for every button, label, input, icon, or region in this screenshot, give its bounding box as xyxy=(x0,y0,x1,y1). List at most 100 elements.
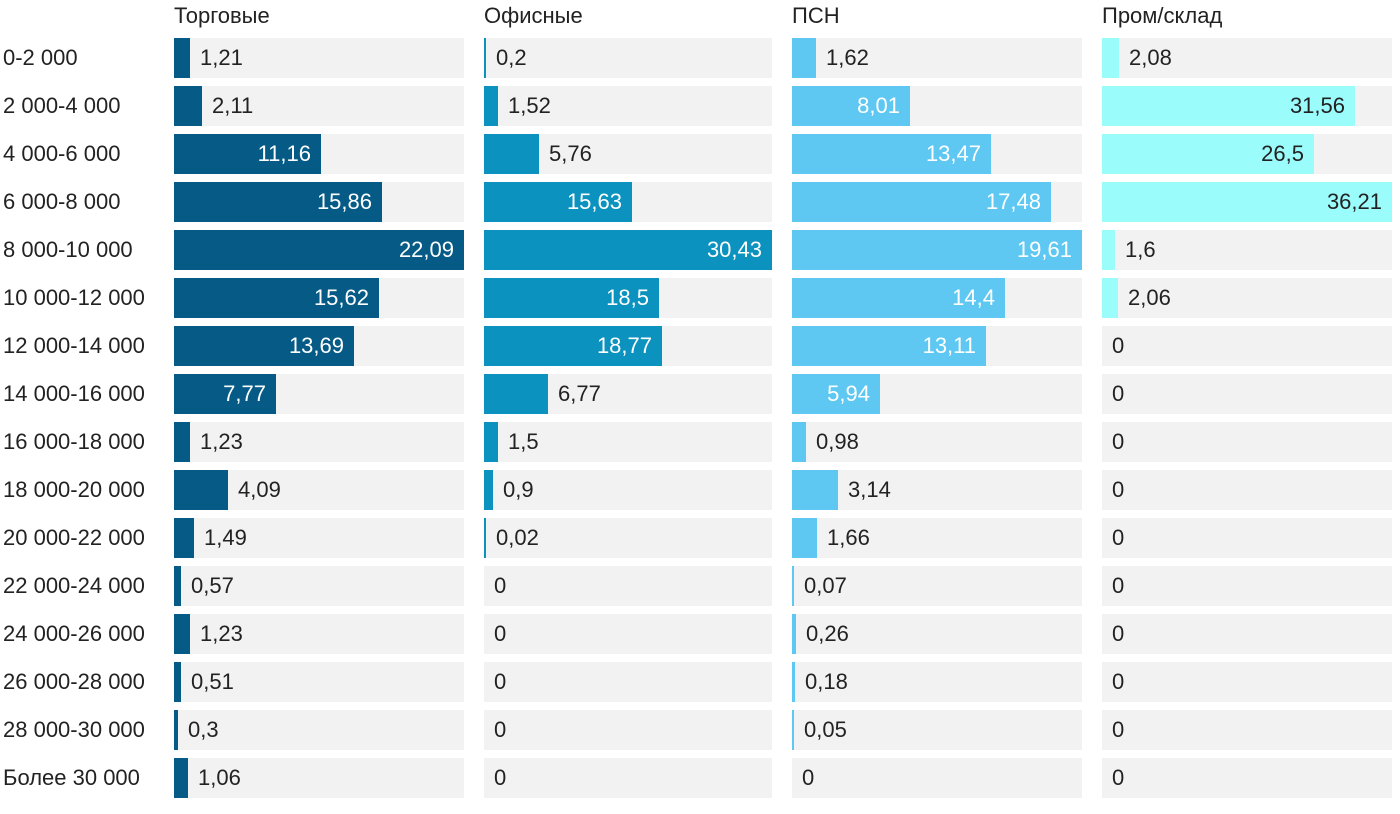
category-label: 18 000-20 000 xyxy=(3,477,145,502)
bar-track xyxy=(484,422,772,462)
bar-track xyxy=(1102,374,1392,414)
data-label: 5,94 xyxy=(827,381,870,406)
data-label: 1,21 xyxy=(200,45,243,70)
bar-track xyxy=(792,470,1082,510)
bar xyxy=(484,230,772,270)
bar-track xyxy=(484,566,772,606)
bar xyxy=(1102,278,1118,318)
bar-track xyxy=(1102,758,1392,798)
bar xyxy=(174,374,276,414)
bar xyxy=(1102,182,1392,222)
bar-track xyxy=(1102,566,1392,606)
bar-track xyxy=(1102,710,1392,750)
data-label: 18,77 xyxy=(596,333,652,358)
data-label: 0 xyxy=(1112,477,1125,502)
data-label: 6,77 xyxy=(558,381,601,406)
bar-track xyxy=(1102,38,1392,78)
data-label: 0 xyxy=(1112,717,1125,742)
data-label: 0 xyxy=(802,765,815,790)
data-label: 3,14 xyxy=(848,477,891,502)
data-label: 0 xyxy=(1112,333,1125,358)
bar-track xyxy=(174,710,464,750)
category-label: 4 000-6 000 xyxy=(3,141,121,166)
bar xyxy=(792,374,880,414)
bar xyxy=(792,182,1051,222)
data-label: 0,05 xyxy=(804,717,847,742)
data-label: 8,01 xyxy=(857,93,900,118)
data-label: 7,77 xyxy=(223,381,266,406)
bar-track xyxy=(174,518,464,558)
bar xyxy=(792,86,910,126)
bar xyxy=(484,326,662,366)
bar-track xyxy=(174,758,464,798)
bar xyxy=(174,278,379,318)
data-label: 0 xyxy=(1112,669,1125,694)
bar-track xyxy=(484,470,772,510)
data-label: 0,26 xyxy=(806,621,849,646)
data-label: 11,16 xyxy=(257,141,311,166)
data-label: 0,51 xyxy=(191,669,234,694)
bar xyxy=(792,326,986,366)
bar xyxy=(1102,38,1119,78)
bar-track xyxy=(1102,518,1392,558)
bar-track xyxy=(1102,422,1392,462)
data-label: 0,07 xyxy=(804,573,847,598)
category-label: 6 000-8 000 xyxy=(3,189,121,214)
bar xyxy=(792,134,991,174)
bar xyxy=(1102,230,1115,270)
bar xyxy=(484,86,498,126)
bar xyxy=(484,518,486,558)
bar xyxy=(792,38,816,78)
category-label: 14 000-16 000 xyxy=(3,381,145,406)
data-label: 0,9 xyxy=(503,477,534,502)
data-label: 1,62 xyxy=(826,45,869,70)
category-label: 0-2 000 xyxy=(3,45,78,70)
data-label: 14,4 xyxy=(952,285,995,310)
bar xyxy=(484,38,486,78)
bar-track xyxy=(174,422,464,462)
bar-track xyxy=(484,662,772,702)
data-label: 1,23 xyxy=(200,429,243,454)
bar-track xyxy=(1102,614,1392,654)
category-label: 12 000-14 000 xyxy=(3,333,145,358)
data-label: 0 xyxy=(494,621,507,646)
bar xyxy=(174,230,464,270)
category-label: 2 000-4 000 xyxy=(3,93,121,118)
bar-track xyxy=(174,566,464,606)
panel-title: Пром/склад xyxy=(1102,3,1223,28)
data-label: 18,5 xyxy=(606,285,649,310)
data-label: 0 xyxy=(494,573,507,598)
data-label: 19,61 xyxy=(1016,237,1072,262)
data-label: 0,02 xyxy=(496,525,539,550)
data-label: 0 xyxy=(1112,765,1125,790)
bar xyxy=(484,134,539,174)
bar xyxy=(174,470,228,510)
bar-track xyxy=(174,662,464,702)
bar-track xyxy=(1102,278,1392,318)
data-label: 0,18 xyxy=(805,669,848,694)
data-label: 1,66 xyxy=(827,525,870,550)
bar xyxy=(792,278,1005,318)
category-label: 20 000-22 000 xyxy=(3,525,145,550)
bar xyxy=(174,566,181,606)
bar xyxy=(174,182,382,222)
bar xyxy=(484,182,632,222)
bar-track xyxy=(792,614,1082,654)
bar xyxy=(792,470,838,510)
data-label: 2,11 xyxy=(212,93,254,118)
data-label: 30,43 xyxy=(706,237,762,262)
bar-track xyxy=(1102,470,1392,510)
data-label: 22,09 xyxy=(398,237,454,262)
bar xyxy=(792,566,794,606)
bar-track xyxy=(792,758,1082,798)
bar-track xyxy=(1102,662,1392,702)
category-label: 8 000-10 000 xyxy=(3,237,133,262)
category-label: Более 30 000 xyxy=(3,765,140,790)
bar xyxy=(792,230,1082,270)
category-label: 16 000-18 000 xyxy=(3,429,145,454)
bar-track xyxy=(792,566,1082,606)
bar xyxy=(174,518,194,558)
bar xyxy=(174,662,181,702)
category-label: 26 000-28 000 xyxy=(3,669,145,694)
